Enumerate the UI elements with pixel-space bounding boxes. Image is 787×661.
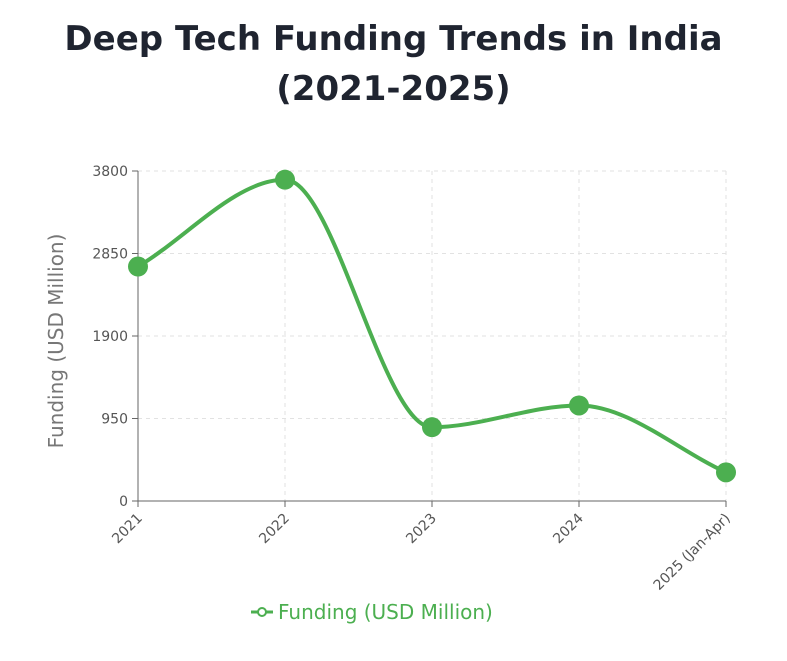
x-tick-label: 2022 bbox=[256, 511, 293, 548]
y-tick-label: 1900 bbox=[92, 329, 128, 345]
data-point[interactable] bbox=[275, 169, 295, 190]
x-tick-label: 2024 bbox=[550, 510, 587, 547]
y-tick-label: 2850 bbox=[92, 247, 128, 263]
chart-title: Deep Tech Funding Trends in India (2021-… bbox=[64, 19, 723, 109]
data-point[interactable] bbox=[716, 462, 736, 483]
x-tick-label: 2025 (Jan-Apr) bbox=[651, 511, 734, 594]
x-tick-label: 2023 bbox=[403, 511, 440, 548]
y-axis-title: Funding (USD Million) bbox=[44, 234, 68, 449]
y-tick-label: 0 bbox=[119, 494, 128, 510]
legend[interactable]: Funding (USD Million) bbox=[251, 600, 493, 624]
data-point[interactable] bbox=[422, 417, 442, 438]
data-point[interactable] bbox=[569, 395, 589, 416]
x-tick-label: 2021 bbox=[109, 511, 146, 548]
series bbox=[128, 169, 736, 483]
axes bbox=[132, 170, 727, 507]
y-tick-label: 3800 bbox=[92, 164, 128, 180]
grid bbox=[138, 170, 727, 501]
y-tick-label: 950 bbox=[101, 412, 128, 428]
data-point[interactable] bbox=[128, 256, 148, 277]
legend-point-marker[interactable] bbox=[257, 607, 267, 617]
legend-label[interactable]: Funding (USD Million) bbox=[278, 600, 493, 624]
series-line bbox=[136, 177, 727, 475]
